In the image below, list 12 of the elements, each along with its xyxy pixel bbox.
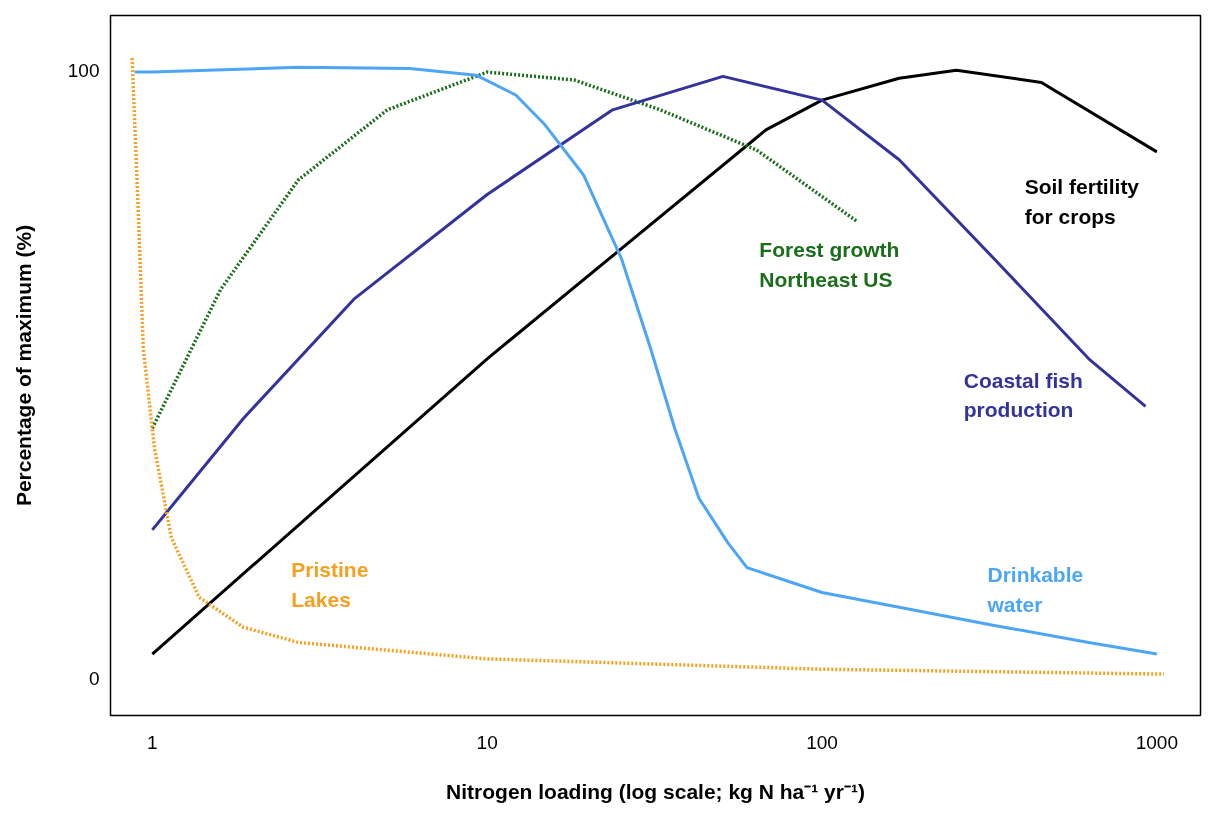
x-axis-title: Nitrogen loading (log scale; kg N ha⁻¹ yr⁻¹): [446, 779, 865, 803]
x-tick-label: 100: [806, 731, 838, 753]
series-label: Coastal fish production: [963, 368, 1083, 422]
series-label: Soil fertility for crops: [1024, 174, 1140, 228]
text: Forest growth Northeast US: [759, 237, 900, 291]
y-tick-label: 0: [88, 668, 100, 690]
series-label: Drinkable water: [986, 562, 1084, 616]
series-label: Pristine Lakes: [291, 557, 369, 611]
y-axis-title: Percentage of maximum (%): [11, 224, 35, 507]
x-tick-label: 1000: [1135, 731, 1179, 753]
x-tick-label: 1: [147, 731, 158, 753]
x-tick-label: 10: [476, 731, 498, 753]
